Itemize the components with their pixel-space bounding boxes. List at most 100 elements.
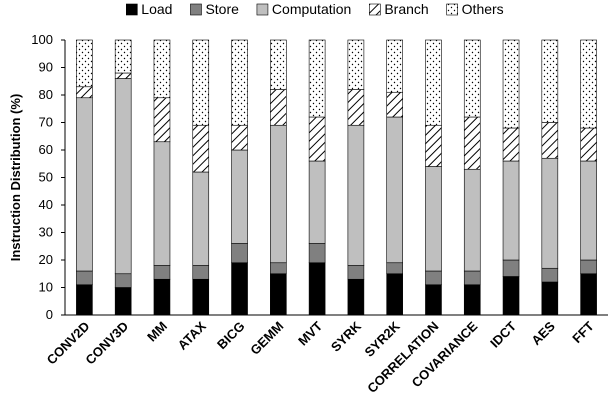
bar-segment-others: [425, 39, 442, 126]
bar-segment-branch: [580, 127, 597, 162]
bar-stack-mm: [153, 39, 171, 316]
bar-stack-correlation: [425, 39, 442, 316]
bar-segment-store: [425, 270, 442, 286]
bar-segment-load: [347, 278, 365, 316]
y-tick-label: 0: [46, 307, 53, 322]
bar-segment-load: [425, 284, 442, 316]
y-tick-label: 10: [39, 280, 53, 295]
bar-segment-others: [153, 39, 171, 99]
bar-segment-computation: [308, 160, 326, 244]
bar-segment-load: [386, 273, 403, 316]
bar-stack-syrk: [347, 39, 365, 316]
bar-segment-load: [502, 276, 520, 316]
bar-segment-computation: [425, 166, 442, 272]
bar-stack-covariance: [463, 39, 481, 316]
legend: Load Store Computation Branch Others: [126, 1, 504, 17]
bar-segment-computation: [270, 124, 287, 264]
y-tick-label: 20: [39, 252, 53, 267]
bar-segment-load: [308, 262, 326, 316]
bar-segment-branch: [114, 72, 132, 79]
bar-segment-load: [463, 284, 481, 316]
legend-swatch-load: [126, 3, 138, 16]
bar-segment-store: [502, 259, 520, 277]
bar-segment-branch: [541, 122, 559, 159]
x-tick-label: GEMM: [247, 319, 286, 358]
y-tick-label: 60: [39, 142, 53, 157]
bar-segment-others: [502, 39, 520, 129]
bar-segment-store: [231, 243, 248, 264]
x-tick-label: IDCT: [487, 318, 519, 350]
bar-segment-branch: [502, 127, 520, 162]
x-tick-label: SYRK: [328, 318, 365, 355]
y-tick-label: 50: [39, 170, 53, 185]
bar-segment-computation: [114, 78, 132, 275]
y-axis: 0 10 20 30 40 50 60 70 80 90 100: [31, 32, 66, 322]
legend-swatch-others: [446, 3, 458, 16]
bar-segment-branch: [231, 124, 248, 151]
bar-segment-branch: [463, 116, 481, 170]
bar-stack-gemm: [270, 39, 287, 316]
bar-segment-store: [192, 265, 210, 280]
bar-segment-computation: [541, 157, 559, 269]
y-tick-label: 30: [39, 225, 53, 240]
y-tick-label: 100: [31, 32, 53, 47]
y-tick-label: 40: [39, 197, 53, 212]
bar-segment-load: [231, 262, 248, 316]
bar-stack-conv3d: [114, 39, 132, 316]
bar-segment-branch: [270, 89, 287, 126]
bar-segment-branch: [425, 124, 442, 167]
bar-segment-load: [192, 278, 210, 316]
bar-segment-store: [347, 265, 365, 280]
bar-segment-load: [114, 287, 132, 316]
bar-segment-others: [463, 39, 481, 118]
bar-segment-branch: [192, 124, 210, 173]
legend-swatch-branch: [369, 3, 381, 16]
bar-segment-store: [76, 270, 93, 286]
bar-segment-store: [463, 270, 481, 286]
legend-label-others: Others: [462, 1, 504, 17]
bar-stack-syr2k: [386, 39, 403, 316]
bar-segment-computation: [347, 124, 365, 266]
bar-segment-load: [541, 281, 559, 316]
bar-stack-fft: [580, 39, 597, 316]
y-axis-title: Instruction Distribution (%): [8, 94, 23, 262]
bar-segment-computation: [580, 160, 597, 261]
x-tick-label: MVT: [295, 318, 325, 348]
bar-segment-store: [580, 259, 597, 275]
legend-label-store: Store: [205, 1, 239, 17]
bar-segment-others: [231, 39, 248, 126]
legend-label-branch: Branch: [384, 1, 428, 17]
bar-segment-branch: [153, 97, 171, 143]
x-tick-label: ATAX: [175, 318, 209, 352]
bar-segment-store: [386, 262, 403, 275]
bar-segment-others: [541, 39, 559, 123]
bar-segment-computation: [386, 116, 403, 264]
bar-segment-store: [114, 273, 132, 288]
x-tick-label: AES: [528, 318, 558, 348]
legend-label-load: Load: [141, 1, 172, 17]
bar-segment-store: [270, 262, 287, 275]
bar-segment-branch: [308, 116, 326, 162]
bar-segment-branch: [76, 86, 93, 99]
bar-segment-computation: [153, 141, 171, 266]
x-tick-label: BICG: [214, 319, 248, 353]
bar-stack-atax: [192, 39, 210, 316]
bar-segment-others: [347, 39, 365, 90]
bar-segment-load: [270, 273, 287, 316]
bars: [76, 39, 597, 316]
bar-stack-aes: [541, 39, 559, 316]
bar-segment-store: [541, 267, 559, 283]
x-tick-label: FFT: [569, 318, 596, 345]
bar-segment-store: [308, 243, 326, 264]
bar-segment-store: [153, 265, 171, 280]
bar-segment-load: [153, 278, 171, 316]
bar-segment-computation: [231, 149, 248, 244]
bar-segment-load: [580, 273, 597, 316]
y-tick-label: 80: [39, 87, 53, 102]
bar-segment-others: [192, 39, 210, 126]
bar-segment-computation: [502, 160, 520, 261]
bar-segment-load: [76, 284, 93, 316]
bar-stack-mvt: [308, 39, 326, 316]
